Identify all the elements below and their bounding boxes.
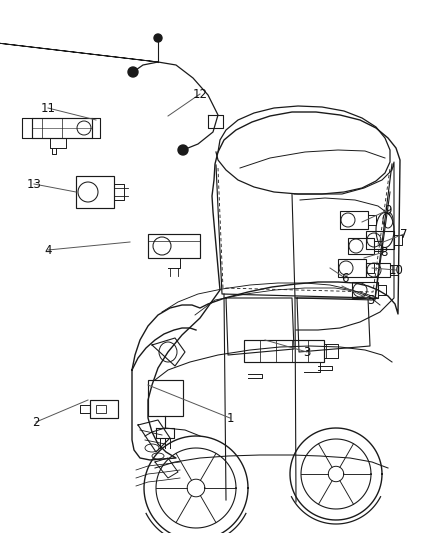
Text: 6: 6: [341, 271, 349, 285]
Text: 7: 7: [400, 228, 408, 240]
Bar: [366, 263, 390, 277]
Bar: [244, 340, 324, 362]
Text: 10: 10: [389, 263, 403, 277]
Bar: [366, 231, 394, 249]
Text: 2: 2: [32, 416, 40, 429]
Text: 9: 9: [384, 204, 392, 216]
Bar: [96, 405, 106, 413]
Text: 1: 1: [226, 411, 234, 424]
Bar: [340, 211, 368, 229]
Text: 8: 8: [380, 246, 388, 259]
Circle shape: [128, 67, 138, 77]
Text: 4: 4: [44, 244, 52, 256]
Bar: [90, 400, 118, 418]
Text: 12: 12: [192, 87, 208, 101]
Circle shape: [154, 34, 162, 42]
Bar: [76, 176, 114, 208]
Text: 11: 11: [40, 101, 56, 115]
Text: 13: 13: [27, 177, 42, 190]
Bar: [148, 380, 183, 416]
Bar: [338, 259, 366, 277]
Bar: [32, 118, 92, 138]
Bar: [348, 238, 374, 254]
Bar: [148, 234, 200, 258]
Text: 5: 5: [367, 294, 374, 306]
Bar: [352, 282, 378, 298]
Text: 3: 3: [303, 345, 311, 359]
Circle shape: [178, 145, 188, 155]
